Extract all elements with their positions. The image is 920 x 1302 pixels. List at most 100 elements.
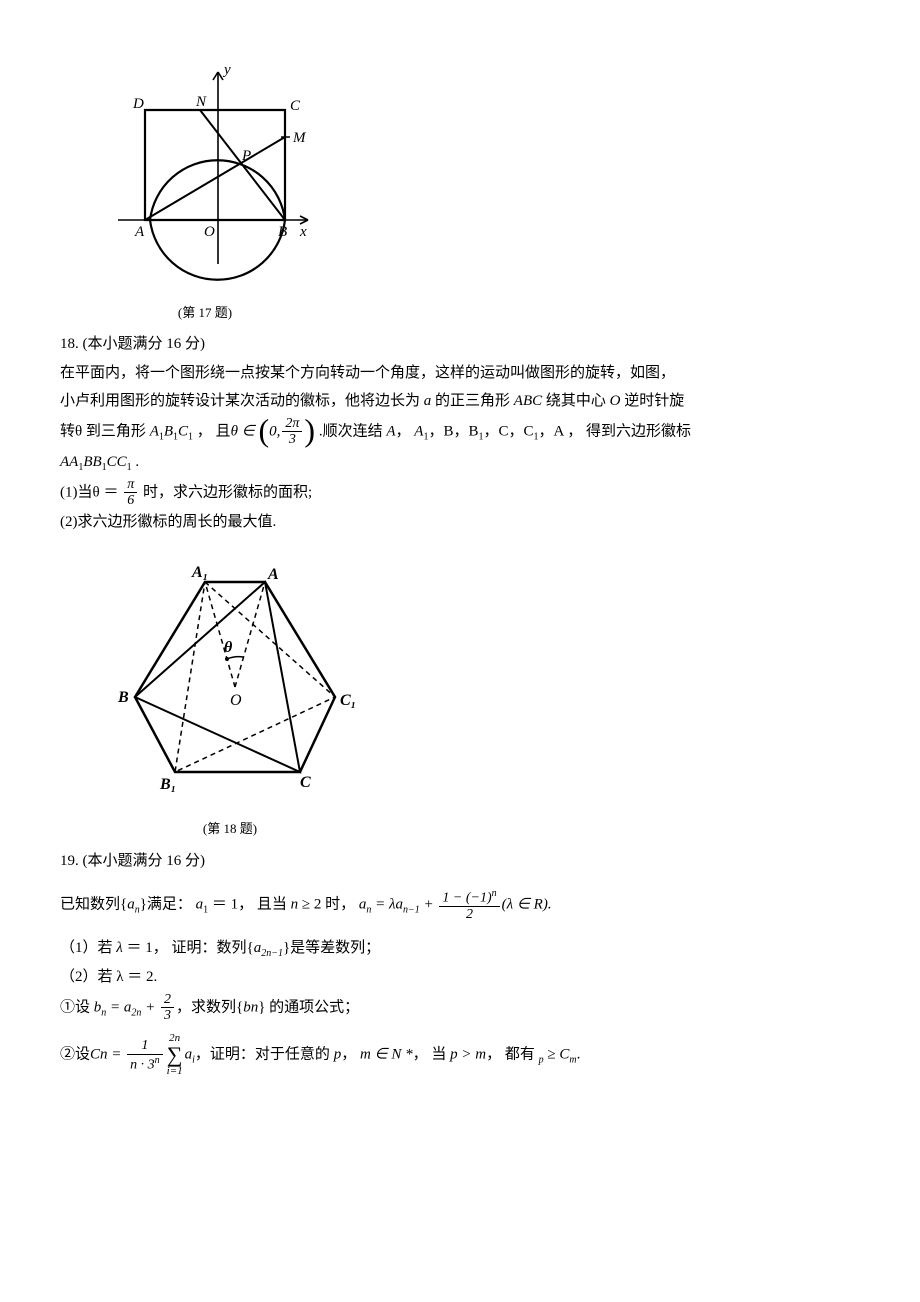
q18-sym-abc: ABC — [514, 393, 542, 409]
question-18: 18. (本小题满分 16 分) 在平面内，将一个图形绕一点按某个方向转动一个角… — [60, 330, 860, 537]
q18-l2-d: 逆时针旋 — [620, 393, 684, 409]
q19-l1b: }满足： — [140, 896, 196, 912]
label-A1: A₁ — [191, 564, 208, 581]
q18-pi: π — [124, 477, 137, 493]
figure-17: y x D N C M P A O B (第 17 题) — [100, 60, 860, 325]
q19-bnnum: 2 — [161, 992, 174, 1008]
sum-symbol: 2n∑i=1 — [167, 1033, 183, 1077]
label-C2: C — [300, 774, 311, 791]
q18-seqc4: ，A — [538, 423, 567, 439]
q18-l3-a: 转θ 到三角形 — [60, 423, 150, 439]
label-y: y — [222, 62, 231, 78]
q19-part1: （1）若 λ ＝ 1， 证明：数列{a2n−1}是等差数列； — [60, 934, 860, 963]
q19-bn2x: bn — [243, 999, 258, 1015]
q19-recplus: + — [420, 896, 438, 912]
figure-17-caption: (第 17 题) — [100, 301, 310, 326]
q19-rectail: (λ ∈ R). — [502, 896, 552, 912]
q19-reclam: λa — [389, 896, 403, 912]
q18-hexBB: BB — [83, 454, 101, 470]
q19-recden: 2 — [439, 907, 499, 922]
q18-line1: 在平面内，将一个图形绕一点按某个方向转动一个角度，这样的运动叫做图形的旋转，如图… — [60, 359, 860, 388]
q18-seqc3: ，C，C — [483, 423, 533, 439]
q18-r0: 0, — [269, 423, 280, 439]
q18-line4: AA1BB1CC1 . — [60, 448, 860, 477]
q19-bn2n: 2n — [131, 1007, 141, 1018]
q19-bnplus: + — [141, 999, 159, 1015]
q18-hexAA: AA — [60, 454, 78, 470]
q19-a2n1s: 2n−1 — [261, 948, 283, 959]
q18-sym-o: O — [610, 393, 621, 409]
q18-eq: ＝ — [103, 484, 118, 500]
q18-a1: A — [150, 423, 159, 439]
label-B1: B₁ — [159, 776, 176, 793]
q19-s2c: ， — [341, 1047, 360, 1063]
label-C1: C₁ — [340, 692, 356, 709]
label-P: P — [241, 148, 251, 164]
figure-18-caption: (第 18 题) — [100, 817, 360, 842]
q19-recnums: n — [492, 888, 497, 899]
label-M: M — [292, 130, 307, 146]
q18-l3-b: ， 且 — [193, 423, 231, 439]
q19-cndens: n — [155, 1055, 160, 1066]
label-A: A — [267, 566, 279, 583]
q19-pm: p > m — [450, 1047, 486, 1063]
q19-sub2: ②设Cn = 1n · 3n2n∑i=1ai，证明：对于任意的 p， m ∈ N… — [60, 1033, 860, 1077]
q19-s2a: ②设 — [60, 1047, 90, 1063]
label-C: C — [290, 98, 301, 114]
q18-l2-b: 的正三角形 — [431, 393, 514, 409]
q19-mN: m ∈ N * — [360, 1047, 413, 1063]
q18-p1a: (1)当θ — [60, 484, 103, 500]
q18-six: 6 — [124, 493, 137, 508]
q19-part2: （2）若 λ ＝ 2. — [60, 963, 860, 992]
q19-s2f: . — [577, 1047, 581, 1063]
q19-bnden: 3 — [161, 1008, 174, 1023]
q18-b1: B — [164, 423, 173, 439]
q18-l3-c: .顺次连结 — [319, 423, 387, 439]
q19-s2d: ， 当 — [413, 1047, 451, 1063]
q18-rd: 3 — [282, 432, 302, 447]
label-N: N — [195, 94, 207, 110]
q19-sumbot: i=1 — [167, 1066, 183, 1077]
q19-recnm1: n−1 — [403, 904, 420, 915]
q19-sub1: ①设 bn = a2n + 23，求数列{bn} 的通项公式； — [60, 992, 860, 1024]
q19-p1c: }是等差数列； — [283, 940, 380, 956]
q19-an: a — [127, 896, 135, 912]
q18-l2-a: 小卢利用图形的旋转设计某次活动的徽标，他将边长为 — [60, 393, 424, 409]
q19-cpge: ≥ — [544, 1047, 560, 1063]
figure-18: A₁ A θ O B C₁ B₁ C (第 18 题) — [100, 557, 860, 842]
label-O: O — [204, 224, 215, 240]
label-O2: O — [230, 692, 242, 709]
q18-seqc2: ，B，B — [428, 423, 478, 439]
figure-18-svg: A₁ A θ O B C₁ B₁ C — [100, 557, 360, 807]
q18-header: 18. (本小题满分 16 分) — [60, 330, 860, 359]
q19-line1: 已知数列{an}满足： a1 ＝ 1， 且当 n ≥ 2 时， an = λan… — [60, 888, 860, 922]
figure-17-svg: y x D N C M P A O B — [100, 60, 310, 290]
q18-seqA: A — [386, 423, 395, 439]
q18-seqc1: ， — [396, 423, 415, 439]
q19-bneq: = — [106, 999, 124, 1015]
label-D: D — [132, 96, 144, 112]
label-theta: θ — [224, 639, 233, 656]
q19-s1c: } 的通项公式； — [258, 999, 359, 1015]
q19-cms: m — [569, 1055, 576, 1066]
q19-recnuma: 1 − (−1) — [442, 890, 491, 905]
q19-p1a: （1）若 — [60, 940, 116, 956]
label-B: B — [278, 224, 287, 240]
q19-s2e: ， 都有 — [486, 1047, 539, 1063]
q19-cma: C — [559, 1047, 569, 1063]
q19-p1b: ＝ 1， 证明：数列{ — [123, 940, 254, 956]
q18-l4: . — [132, 454, 140, 470]
q18-line3: 转θ 到三角形 A1B1C1 ， 且θ ∈ ( 0,2π3 ) .顺次连结 A，… — [60, 416, 860, 448]
q18-p1b: 时，求六边形徽标的面积; — [143, 484, 312, 500]
q18-hexCC: CC — [107, 454, 127, 470]
question-19: 19. (本小题满分 16 分) 已知数列{an}满足： a1 ＝ 1， 且当 … — [60, 847, 860, 1077]
label-B2: B — [117, 689, 129, 706]
q19-cna: Cn — [90, 1047, 108, 1063]
q18-range: ( 0,2π3 ) — [259, 416, 316, 448]
label-x: x — [299, 224, 307, 240]
q19-s2b: ，证明：对于任意的 — [195, 1047, 334, 1063]
q19-l1d: ≥ 2 时， — [298, 896, 355, 912]
q18-part2: (2)求六边形徽标的周长的最大值. — [60, 508, 860, 537]
q18-l2-c: 绕其中心 — [542, 393, 610, 409]
q19-l1c: ＝ 1， 且当 — [208, 896, 291, 912]
